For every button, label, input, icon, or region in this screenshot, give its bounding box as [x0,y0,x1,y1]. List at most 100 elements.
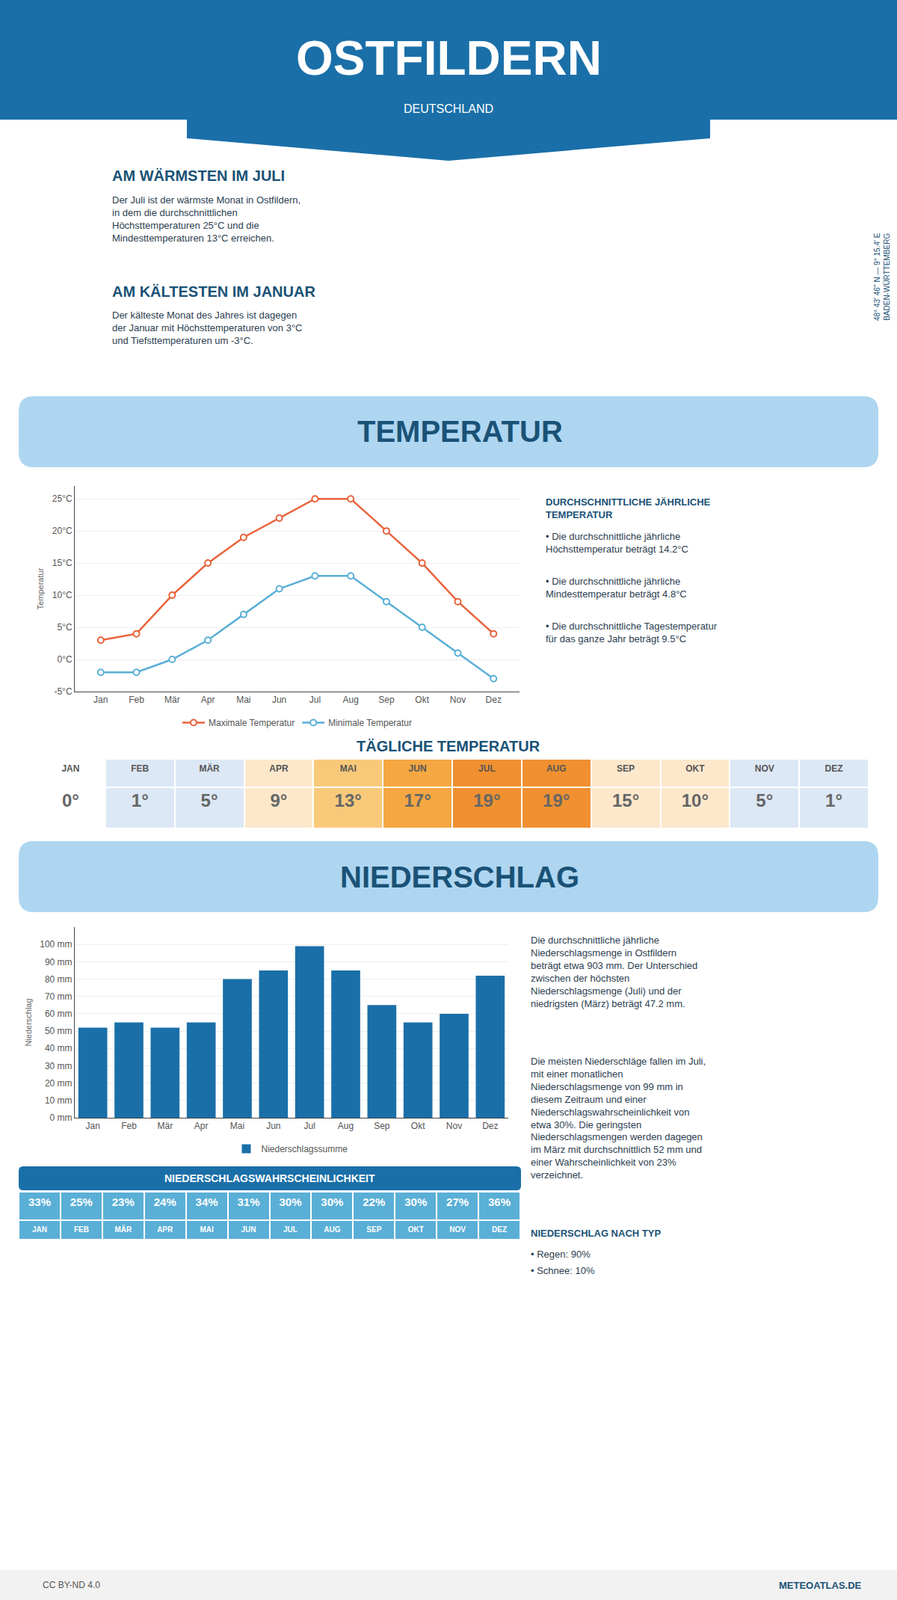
svg-text:Mai: Mai [230,1120,245,1131]
svg-text:TÄGLICHE TEMPERATUR: TÄGLICHE TEMPERATUR [356,737,541,755]
svg-text:NIEDERSCHLAG NACH TYP: NIEDERSCHLAG NACH TYP [530,1227,661,1239]
svg-text:DEUTSCHLAND: DEUTSCHLAND [403,102,494,116]
svg-text:CC BY-ND 4.0: CC BY-ND 4.0 [42,1579,101,1590]
svg-text:5°: 5° [755,790,773,811]
svg-text:Minimale Temperatur: Minimale Temperatur [328,717,412,729]
svg-text:Jan: Jan [93,694,108,705]
svg-text:FEB: FEB [130,763,149,774]
svg-text:60 mm: 60 mm [44,1008,73,1019]
svg-text:17°: 17° [403,790,431,811]
svg-text:OKT: OKT [408,1225,424,1234]
svg-text:APR: APR [269,763,289,774]
svg-text:Apr: Apr [194,1120,209,1131]
svg-text:70 mm: 70 mm [44,991,73,1002]
svg-text:27%: 27% [446,1195,469,1208]
svg-text:• Die durchschnittliche jährli: • Die durchschnittliche jährlicheHöchstt… [545,530,689,555]
svg-text:FEB: FEB [74,1225,89,1234]
svg-text:90 mm: 90 mm [44,956,73,968]
svg-text:• Die durchschnittliche jährli: • Die durchschnittliche jährlicheMindest… [545,575,687,600]
svg-text:AUG: AUG [323,1225,341,1234]
svg-text:Jan: Jan [85,1120,100,1131]
svg-text:DEZ: DEZ [825,763,844,774]
svg-text:JAN: JAN [61,763,80,774]
svg-text:19°: 19° [542,790,570,811]
svg-text:1°: 1° [131,790,149,811]
svg-text:Jul: Jul [303,1120,315,1131]
svg-text:20 mm: 20 mm [44,1077,73,1089]
svg-text:JUN: JUN [241,1225,257,1234]
svg-text:Aug: Aug [337,1120,354,1131]
svg-text:JUL: JUL [283,1225,298,1234]
svg-text:25°C: 25°C [52,493,73,504]
svg-text:JUN: JUN [408,763,427,774]
svg-text:10 mm: 10 mm [44,1095,73,1106]
svg-text:• Schnee: 10%: • Schnee: 10% [530,1264,596,1276]
svg-text:5°C: 5°C [56,621,72,633]
svg-text:Apr: Apr [201,694,216,705]
svg-text:33%: 33% [28,1195,51,1208]
svg-text:25%: 25% [70,1195,93,1208]
svg-text:Nov: Nov [446,1120,462,1131]
svg-text:Die durchschnittliche jährlich: Die durchschnittliche jährlicheNiedersch… [530,934,698,1010]
svg-text:Die meisten Niederschläge fall: Die meisten Niederschläge fallen im Juli… [530,1055,706,1181]
svg-text:24%: 24% [153,1195,177,1208]
svg-text:Okt: Okt [411,1120,426,1131]
svg-text:SEP: SEP [366,1225,382,1234]
svg-text:30 mm: 30 mm [44,1060,73,1072]
svg-text:31%: 31% [237,1195,261,1208]
svg-text:Aug: Aug [342,694,359,705]
svg-text:10°C: 10°C [52,589,73,601]
svg-text:Niederschlag: Niederschlag [23,997,33,1046]
svg-text:Der Juli ist der wärmste Monat: Der Juli ist der wärmste Monat in Ostfil… [112,194,301,244]
svg-text:DEZ: DEZ [491,1225,507,1234]
svg-text:34%: 34% [195,1195,219,1208]
svg-text:5°: 5° [201,790,219,811]
svg-text:0°C: 0°C [56,654,72,665]
svg-text:22%: 22% [362,1195,385,1208]
svg-text:Der kälteste Monat des Jahres: Der kälteste Monat des Jahres ist dagege… [112,309,302,347]
svg-text:Sep: Sep [373,1120,391,1131]
svg-text:-5°C: -5°C [53,686,72,697]
svg-text:METEOATLAS.DE: METEOATLAS.DE [778,1579,862,1591]
svg-text:Jun: Jun [266,1120,281,1131]
svg-text:Niederschlagssumme: Niederschlagssumme [261,1143,349,1155]
svg-text:15°C: 15°C [52,557,73,569]
svg-text:JAN: JAN [32,1225,48,1234]
svg-text:15°: 15° [612,790,640,811]
svg-text:0°: 0° [62,790,80,811]
svg-text:AM KÄLTESTEN IM JANUAR: AM KÄLTESTEN IM JANUAR [112,283,316,300]
svg-text:Jun: Jun [272,694,287,705]
svg-text:Temperatur: Temperatur [35,567,45,610]
svg-text:10°: 10° [681,790,709,811]
svg-text:80 mm: 80 mm [44,973,73,985]
svg-text:• Regen: 90%: • Regen: 90% [530,1248,591,1260]
svg-text:Nov: Nov [449,694,466,705]
svg-text:DURCHSCHNITTLICHE JÄHRLICHETEM: DURCHSCHNITTLICHE JÄHRLICHETEMPERATUR [545,496,711,521]
svg-text:0 mm: 0 mm [50,1112,73,1123]
svg-text:Mär: Mär [164,694,181,705]
svg-text:NIEDERSCHLAGSWAHRSCHEINLICHKEI: NIEDERSCHLAGSWAHRSCHEINLICHKEIT [164,1172,376,1185]
svg-text:1°: 1° [825,790,843,811]
svg-text:NOV: NOV [449,1225,466,1234]
svg-text:40 mm: 40 mm [44,1042,73,1054]
svg-text:100 mm: 100 mm [39,938,72,950]
svg-text:MAI: MAI [199,1225,214,1234]
svg-text:Mai: Mai [236,694,251,705]
svg-text:19°: 19° [473,790,501,811]
svg-text:SEP: SEP [616,763,635,774]
svg-text:Maximale Temperatur: Maximale Temperatur [208,717,295,729]
svg-text:TEMPERATUR: TEMPERATUR [357,414,563,448]
svg-text:23%: 23% [112,1195,135,1208]
svg-text:36%: 36% [488,1195,511,1208]
svg-text:NIEDERSCHLAG: NIEDERSCHLAG [340,860,580,894]
svg-text:AM WÄRMSTEN IM JULI: AM WÄRMSTEN IM JULI [112,167,285,184]
svg-text:50 mm: 50 mm [44,1025,73,1037]
svg-text:Jul: Jul [309,694,321,705]
svg-text:Feb: Feb [128,694,145,705]
svg-text:NOV: NOV [754,763,775,774]
svg-text:MÄR: MÄR [198,762,220,774]
svg-text:APR: APR [156,1225,174,1234]
svg-text:48° 43' 46'' N — 9° 15.4' EBAD: 48° 43' 46'' N — 9° 15.4' EBADEN-WÜRTTEM… [873,232,892,321]
svg-text:30%: 30% [404,1195,427,1208]
svg-text:• Die durchschnittliche Tagest: • Die durchschnittliche Tagestemperaturf… [545,620,718,645]
